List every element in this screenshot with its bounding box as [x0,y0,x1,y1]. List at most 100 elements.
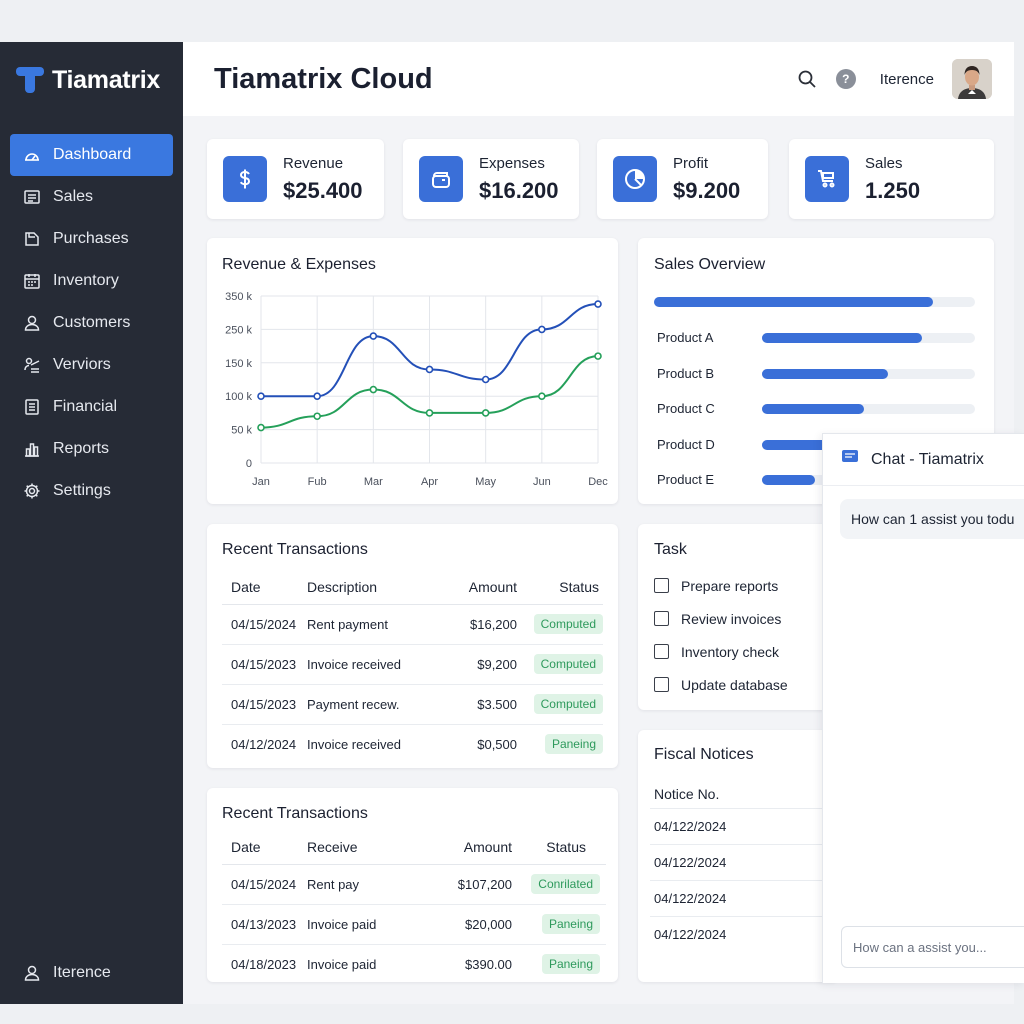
notice-number: 04/122/2024 [654,891,727,906]
date-cell: 04/12/2024 [231,736,297,752]
table-row[interactable]: 04/12/2024 Invoice received $0,500 Paneing [222,724,603,764]
brand-name: Tiamatrix [52,65,161,94]
recent-transactions-card-2: Recent Transactions Date Receive Amount … [207,788,618,982]
task-item[interactable]: Prepare reports [654,569,788,602]
fiscal-row[interactable]: 04/122/2024 [650,808,838,844]
status-cell: Computed [517,644,603,685]
sidebar-item-inventory[interactable]: Inventory [10,260,173,302]
sidebar-item-dashboard[interactable]: Dashboard [10,134,173,176]
notice-number: 04/122/2024 [654,855,727,870]
brand[interactable]: Tiamatrix [0,42,183,118]
main-content: Tiamatrix Cloud ? Iterence Revenue $25.4… [183,42,1014,1004]
chart-title: Revenue & Expenses [222,256,376,273]
status-cell: Conrilated [512,864,606,905]
sidebar-item-sales[interactable]: Sales [10,176,173,218]
product-bar-fill [762,439,858,450]
column-header[interactable]: Status [517,570,603,605]
sidebar-item-purchases[interactable]: Purchases [10,218,173,260]
amount-cell: $390.00 [465,956,512,972]
avatar[interactable] [952,59,992,99]
list-icon [23,188,41,206]
data-point [257,392,265,400]
task-checkbox[interactable] [654,677,669,692]
date-cell: 04/15/2023 [222,684,297,725]
status-badge: Paneing [541,954,600,975]
task-checkbox[interactable] [654,644,669,659]
table-row[interactable]: 04/18/2023 Invoice paid $390.00 Paneing [222,944,606,984]
header-user-name[interactable]: Iterence [879,70,934,88]
sidebar-item-settings[interactable]: Settings [10,470,173,512]
column-header[interactable]: Description [297,570,437,605]
user-icon [23,964,41,982]
description-cell: Invoice received [297,644,437,685]
sales-overview-total-fill [654,297,934,307]
kpi-value: $9.200 [673,177,741,203]
sidebar-item-customers[interactable]: Customers [10,302,173,344]
sidebar-item-label: Purchases [53,230,129,247]
status-cell: Paneing [512,944,606,984]
user-icon [23,314,41,332]
help-icon[interactable]: ? [835,69,856,89]
amount-cell: $107,200 [427,864,512,905]
bar-chart-icon [23,440,41,458]
data-point [481,375,490,384]
amount-cell: $16,200 [437,604,517,645]
kpi-card-profit: Profit $9.200 [597,139,768,219]
column-header[interactable]: Receive [297,830,427,865]
sidebar: Tiamatrix Dashboard Sales Purchases Inve… [0,42,183,1004]
topbar-actions: ? Iterence [796,42,992,116]
y-tick-label: 100 k [225,391,252,403]
data-point [481,409,490,417]
chat-icon [841,449,859,470]
task-item[interactable]: Inventory check [654,635,788,668]
fiscal-title: Fiscal Notices [654,746,754,763]
status-cell: Computed [517,604,603,645]
page-title: Tiamatrix Cloud [214,62,433,95]
status-badge: Paneing [544,734,603,755]
x-tick-label: Apr [421,476,438,488]
sidebar-item-reports[interactable]: Reports [10,428,173,470]
notice-number: 04/122/2024 [654,819,727,834]
sidebar-item-label: Customers [53,314,131,331]
table-row[interactable]: 04/13/2023 Invoice paid $20,000 Paneing [222,904,606,945]
product-label: Product A [657,330,714,345]
column-header[interactable]: Amount [427,830,512,865]
kpi-value: $16.200 [479,177,559,203]
column-header[interactable]: Date [222,570,297,605]
description-cell: Invoice received [307,736,401,752]
task-item[interactable]: Review invoices [654,602,788,635]
table-row[interactable]: 04/15/2023 Invoice received $9,200 Computed [222,644,603,685]
column-header[interactable]: Status [512,830,606,865]
product-label: Product E [657,472,715,487]
task-checkbox[interactable] [654,611,669,626]
x-tick-label: Fub [308,476,327,488]
recent-transactions-card: Recent Transactions Date Description Amo… [207,524,618,768]
receive-cell: Invoice paid [297,904,427,945]
transactions-title: Recent Transactions [222,541,368,558]
pie-icon [613,156,657,202]
data-point [425,409,434,417]
column-header[interactable]: Amount [437,570,517,605]
table-row[interactable]: 04/15/2024 Rent pay $107,200 Conrilated [222,864,606,905]
sidebar-item-financial[interactable]: Financial [10,386,173,428]
chat-input[interactable]: How can a assist you... [841,926,1024,968]
fiscal-row[interactable]: 04/122/2024 [650,844,838,880]
search-icon[interactable] [796,68,818,90]
task-item[interactable]: Update database [654,668,788,701]
sidebar-item-verviors[interactable]: Verviors [10,344,173,386]
fiscal-row[interactable]: 04/122/2024 [650,916,838,952]
product-bar [762,368,975,379]
date-cell: 04/15/2023 [222,644,297,685]
amount-cell: $20,000 [427,904,512,945]
table-row[interactable]: 04/15/2023 Payment recew. $3.500 Computed [222,684,603,725]
wallet-icon [419,156,463,202]
task-checkbox[interactable] [654,578,669,593]
fiscal-row[interactable]: 04/122/2024 [650,880,838,916]
sidebar-item-label: Dashboard [53,146,132,163]
sidebar-user[interactable]: Iterence [10,964,111,982]
task-card: Task Prepare reports Review invoices Inven… [638,524,838,710]
status-badge: Computed [533,654,603,674]
transactions-title: Recent Transactions [222,805,368,822]
table-row[interactable]: 04/15/2024 Rent payment $16,200 Computed [222,604,603,645]
column-header[interactable]: Date [222,830,297,865]
